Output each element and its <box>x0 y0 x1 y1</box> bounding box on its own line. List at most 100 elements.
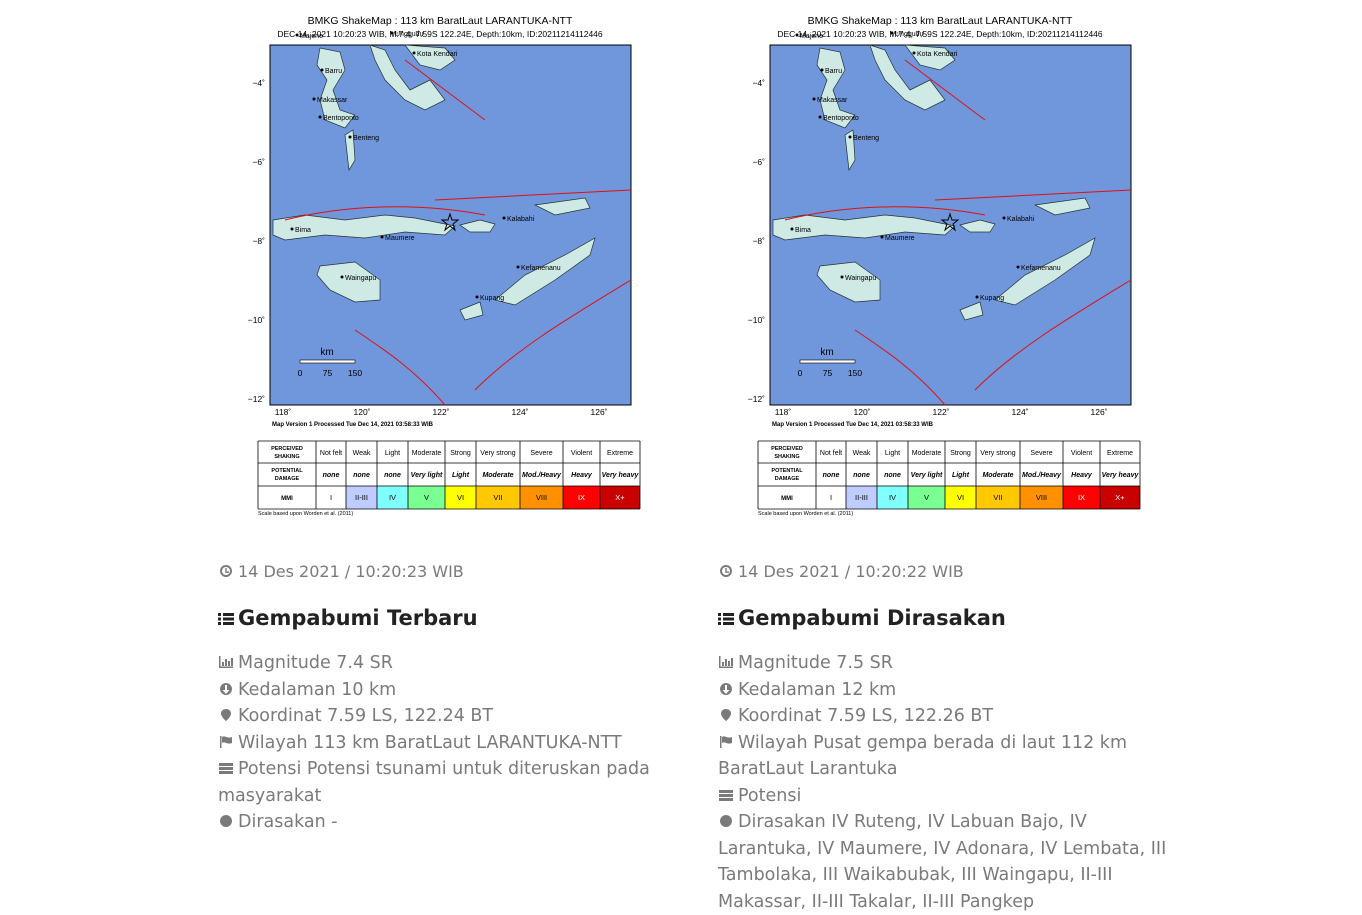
scale-tick: 75 <box>323 368 333 378</box>
icon <box>220 815 233 827</box>
place-dot <box>790 227 794 231</box>
legend-row-label: MMI <box>781 496 793 502</box>
legend-cell: VI <box>957 493 964 502</box>
icon-shape <box>719 789 733 801</box>
icon <box>719 656 733 668</box>
heading-text: Gempabumi Terbaru <box>238 606 478 630</box>
legend-cell: IX <box>578 493 585 502</box>
place-label: Kupang <box>480 295 504 302</box>
place-label: Unggudu <box>395 31 424 38</box>
lon-tick: 124˚ <box>511 407 528 417</box>
icon <box>718 613 734 625</box>
icon-shape <box>220 735 232 748</box>
place-dot <box>1016 265 1020 269</box>
mmi-cell <box>1063 486 1100 509</box>
icon <box>220 735 232 748</box>
place-label: Maumere <box>385 235 415 242</box>
legend-cell: V <box>424 493 429 502</box>
mmi-cell <box>1100 486 1140 509</box>
legend-cell: Very strong <box>480 450 516 457</box>
detail-item: Dirasakan IV Ruteng, IV Labuan Bajo, IV … <box>718 809 1180 915</box>
lon-tick: 118˚ <box>775 407 792 417</box>
place-dot <box>848 135 852 139</box>
shakemap: BMKG ShakeMap : 113 km BaratLaut LARANTU… <box>248 15 641 517</box>
place-label: Kalabahi <box>1007 216 1035 223</box>
map-title: BMKG ShakeMap : 113 km BaratLaut LARANTU… <box>308 15 573 27</box>
fault-line <box>284 206 486 221</box>
lon-tick: 126˚ <box>1090 407 1107 417</box>
legend-cell: Strong <box>450 450 471 457</box>
scale-title: km <box>820 347 833 358</box>
legend-cell: Severe <box>1030 450 1052 457</box>
icon <box>219 763 233 774</box>
lat-tick: −8˚ <box>252 236 265 246</box>
scale-bar <box>299 359 356 364</box>
place-dot <box>475 295 479 299</box>
legend-cell: II-III <box>355 493 368 502</box>
detail-item: Magnitude 7.5 SR <box>718 650 1180 677</box>
place-dot <box>890 31 894 35</box>
mmi-cell <box>346 486 377 509</box>
detail-item: Potensi Potensi tsunami untuk diteruskan… <box>218 756 680 809</box>
legend-cell: I <box>830 493 832 502</box>
place-label: Majene <box>800 33 823 40</box>
detail-list: Magnitude 7.4 SR Kedalaman 10 km Koordinat… <box>218 650 680 836</box>
detail-list: Magnitude 7.5 SR Kedalaman 12 km Koordinat… <box>718 650 1180 915</box>
fault-line <box>354 329 446 406</box>
scale-bar <box>799 359 856 364</box>
place-dot <box>290 227 294 231</box>
legend-row-label: MMI <box>281 496 293 502</box>
map-subtitle: DEC 14, 2021 10:20:23 WIB, M:7.4, 7.59S … <box>277 29 603 39</box>
mmi-cell <box>316 486 346 509</box>
place-label: Bentoponto <box>323 115 359 122</box>
mmi-cell <box>408 486 445 509</box>
scale-tick: 75 <box>823 368 833 378</box>
detail-text: Potensi <box>738 785 802 806</box>
fault-line <box>974 279 1132 391</box>
detail-text: Dirasakan - <box>238 812 338 832</box>
panel: BMKG ShakeMap : 113 km BaratLaut LARANTU… <box>0 0 650 915</box>
scale-tick: 0 <box>298 368 303 378</box>
island <box>772 214 956 241</box>
lon-tick: 122˚ <box>932 407 949 417</box>
fault-line <box>404 59 486 121</box>
legend-cell: none <box>323 472 340 479</box>
lon-tick: 126˚ <box>590 407 607 417</box>
icon-shape <box>220 565 233 577</box>
detail-text: Magnitude 7.4 SR <box>238 653 393 673</box>
lat-tick: −8˚ <box>752 236 765 246</box>
island <box>816 47 856 129</box>
lat-tick: −12˚ <box>248 394 265 404</box>
mmi-cell <box>976 486 1020 509</box>
icon <box>720 565 733 577</box>
place-dot <box>348 135 352 139</box>
place-label: Unggudu <box>895 31 924 38</box>
legend-cell: Heavy <box>1071 472 1093 479</box>
detail-text: Magnitude 7.5 SR <box>738 653 893 673</box>
island <box>494 237 596 306</box>
legend-cell: IV <box>389 493 396 502</box>
island <box>459 219 496 233</box>
heading: Gempabumi Terbaru <box>218 606 680 634</box>
legend-cell: VIII <box>1036 493 1047 502</box>
icon <box>221 709 231 721</box>
legend-cell: Not felt <box>820 450 842 457</box>
island <box>869 44 946 111</box>
legend-cell: Extreme <box>607 450 633 457</box>
mmi-cell <box>445 486 476 509</box>
place-dot <box>840 275 844 279</box>
lon-tick: 118˚ <box>275 407 292 417</box>
fault-line <box>904 59 986 121</box>
mmi-cell <box>908 486 945 509</box>
icon-shape <box>720 565 733 577</box>
mmi-cell <box>877 486 908 509</box>
place-label: Barru <box>825 68 842 75</box>
island <box>272 214 456 241</box>
fault-line <box>474 279 632 391</box>
island <box>316 261 381 303</box>
place-label: Kota Kendari <box>417 51 458 58</box>
island <box>369 44 446 111</box>
epicenter <box>940 212 960 232</box>
fault-line <box>434 189 632 201</box>
legend-row-label: POTENTIAL DAMAGE <box>771 468 803 482</box>
